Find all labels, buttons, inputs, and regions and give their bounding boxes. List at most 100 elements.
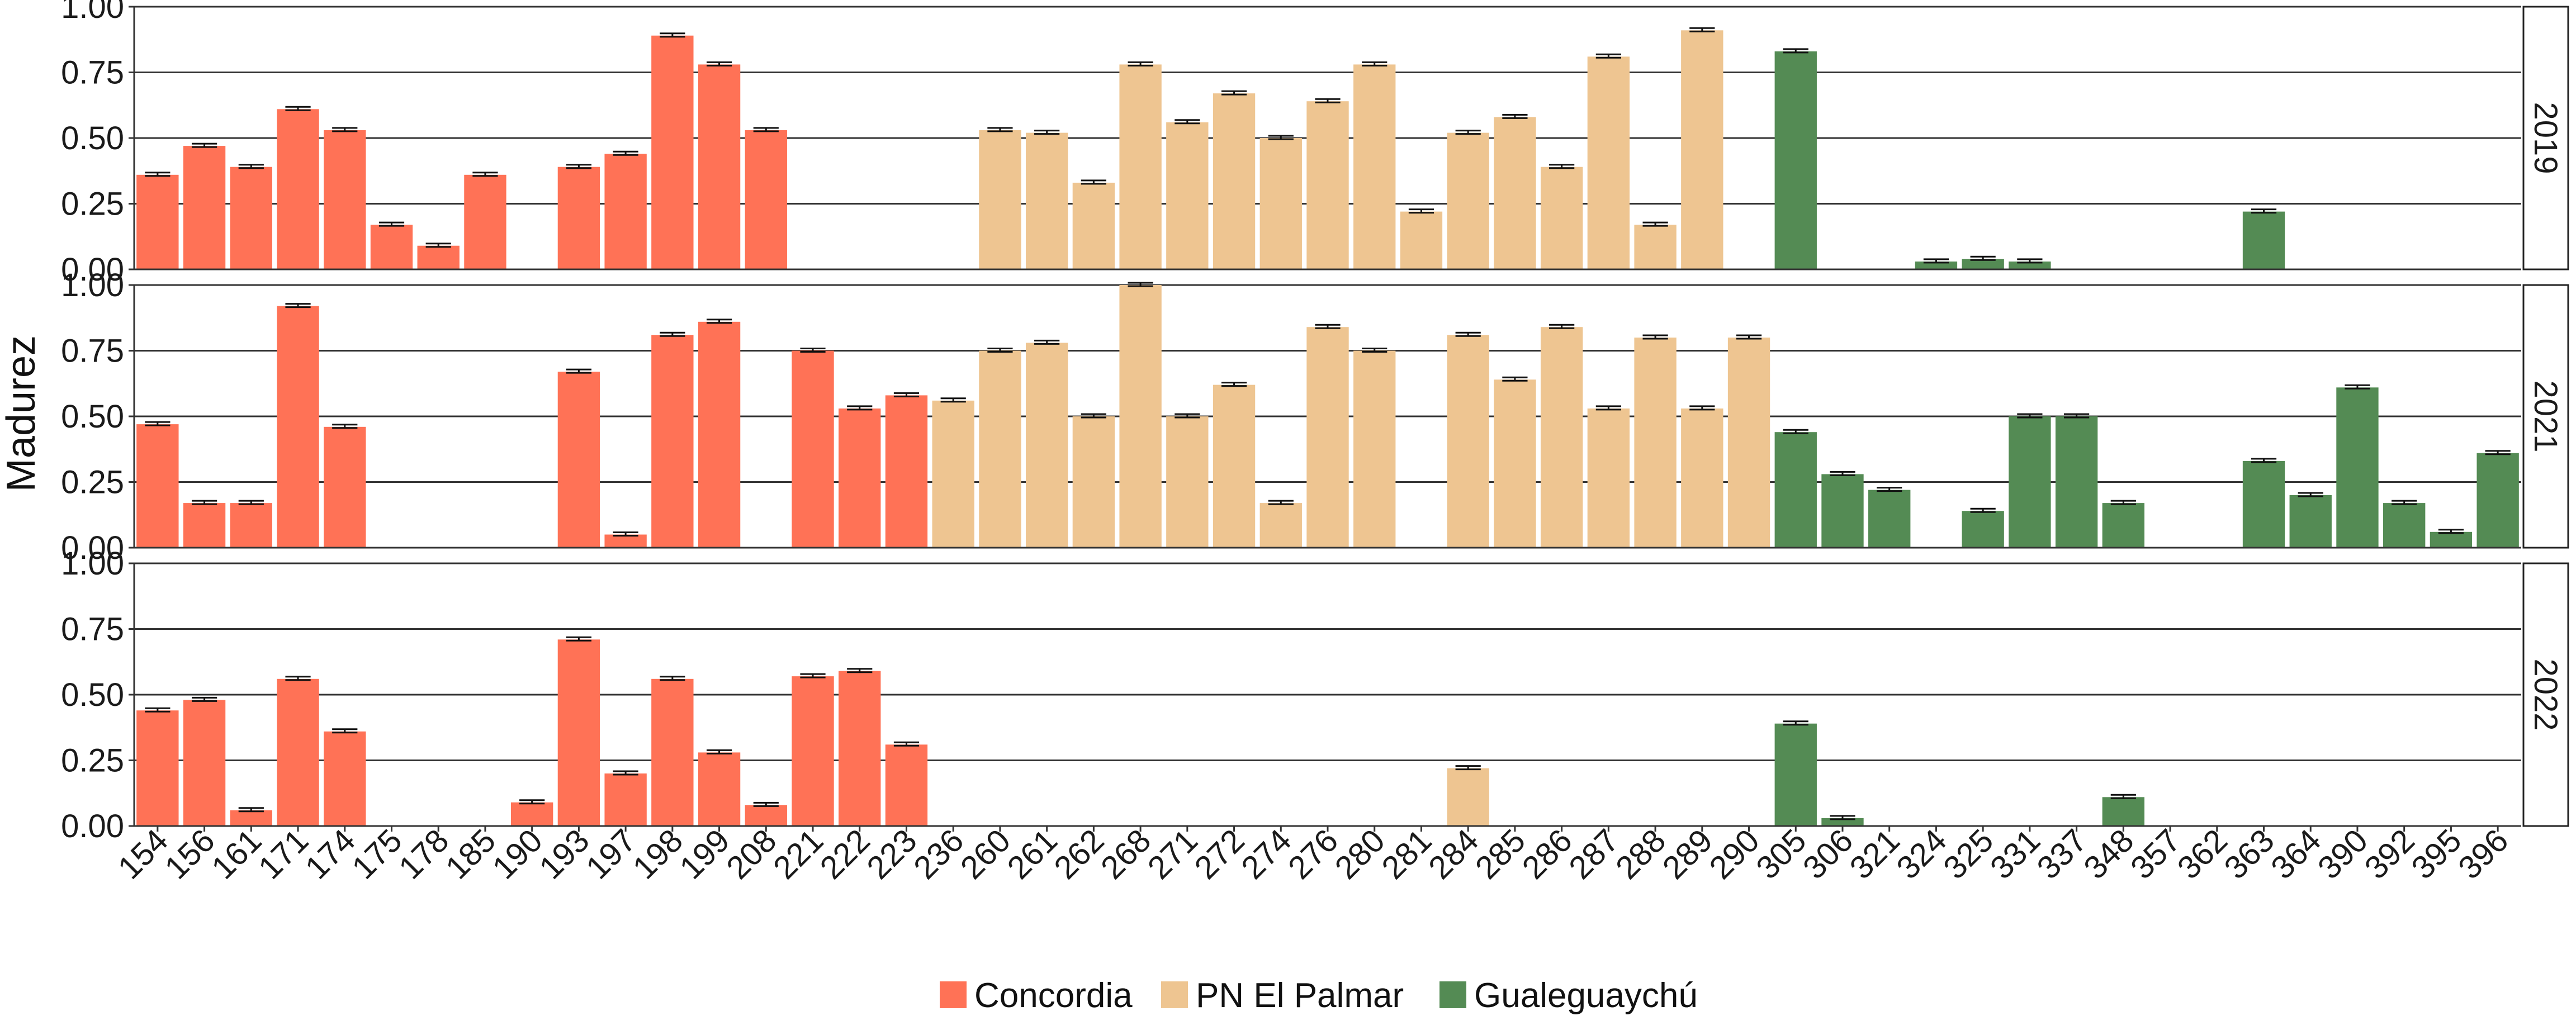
error-bar [847, 668, 873, 673]
bar-2021-284 [1447, 335, 1489, 548]
y-tick-label: 0.75 [61, 55, 124, 91]
bar-2019-208 [745, 130, 787, 269]
bar-2019-174 [324, 130, 366, 269]
bar-2021-262 [1072, 416, 1115, 548]
bar-2021-174 [324, 426, 366, 548]
bar-2021-274 [1259, 503, 1302, 548]
error-bar [1830, 815, 1855, 820]
bar-2019-199 [698, 64, 741, 270]
legend-label: Concordia [974, 976, 1133, 1015]
error-bar [940, 397, 966, 403]
bar-2021-276 [1306, 327, 1349, 548]
bar-2021-396 [2476, 453, 2519, 548]
bar-2019-156 [183, 146, 226, 269]
facet-panel-2019: 0.00 0.25 0.50 0.75 1.00 2019 [61, 0, 2569, 288]
bar-2022-198 [651, 678, 694, 826]
bar-2022-306 [1821, 818, 1864, 826]
error-bar [238, 164, 264, 169]
y-tick-label: 0.25 [61, 743, 124, 779]
bar-2021-325 [1962, 511, 2004, 548]
error-bar [847, 405, 873, 411]
error-bar [566, 164, 591, 169]
bar-2021-285 [1494, 379, 1536, 548]
error-bar [660, 331, 685, 337]
error-bar [1128, 61, 1153, 67]
y-tick-label: 0.25 [61, 464, 124, 501]
error-bar [706, 319, 732, 324]
error-bar [1595, 53, 1621, 59]
error-bar [191, 696, 217, 702]
error-bar [1315, 98, 1341, 103]
error-bar [2485, 450, 2511, 455]
error-bar [2064, 413, 2090, 419]
bar-2019-198 [651, 35, 694, 269]
bar-2021-161 [230, 503, 272, 548]
error-bar [1268, 500, 1294, 505]
y-tick-label: 0.75 [61, 611, 124, 648]
bar-2021-306 [1821, 474, 1864, 548]
error-bar [1221, 382, 1247, 387]
bar-2022-305 [1774, 723, 1817, 826]
error-bar [1689, 405, 1715, 411]
facet-strip-2021 [2522, 284, 2569, 549]
bar-2022-223 [885, 744, 928, 826]
error-bar [893, 392, 920, 397]
legend-label: PN El Palmar [1196, 976, 1404, 1015]
bar-2021-286 [1540, 327, 1583, 548]
y-tick-label: 1.00 [61, 545, 124, 582]
error-bar [332, 127, 358, 132]
bar-2019-287 [1587, 56, 1630, 270]
bar-2021-198 [651, 335, 694, 548]
bar-2019-171 [277, 109, 319, 270]
bar-2021-260 [979, 350, 1021, 548]
error-bar [1268, 135, 1294, 140]
bar-2019-288 [1634, 225, 1677, 269]
error-bar [1923, 258, 1949, 264]
y-tick-label: 0.00 [61, 251, 124, 288]
bar-2022-174 [324, 731, 366, 826]
y-tick-label: 0.00 [61, 530, 124, 566]
error-bar [2017, 413, 2043, 419]
error-bar [1034, 130, 1060, 135]
bar-2019-262 [1072, 182, 1115, 269]
error-bar [1783, 720, 1808, 726]
bar-2019-276 [1306, 101, 1349, 269]
error-bar [1783, 429, 1808, 434]
bar-2019-280 [1353, 64, 1396, 270]
y-tick-label: 0.50 [61, 120, 124, 156]
bar-2021-156 [183, 503, 226, 548]
facet-panels: 0.00 0.25 0.50 0.75 1.00 2019 0.00 0.25 0.50 0.75… [61, 0, 2569, 844]
bar-2019-154 [136, 174, 179, 269]
bar-2022-348 [2102, 797, 2145, 826]
error-bar [1362, 348, 1388, 353]
error-bar [1221, 90, 1247, 96]
error-bar [1315, 324, 1341, 329]
error-bar [566, 636, 591, 642]
error-bar [1455, 130, 1481, 135]
error-bar [2251, 208, 2277, 214]
bar-2021-321 [1868, 490, 1911, 548]
error-bar [800, 673, 826, 678]
error-bar [987, 127, 1013, 132]
error-bar [425, 243, 451, 248]
bar-2019-325 [1962, 259, 2004, 269]
error-bar [2251, 458, 2277, 463]
bar-2021-288 [1634, 338, 1677, 548]
x-tick-label: 396 [2451, 822, 2515, 886]
bar-2022-199 [698, 752, 741, 826]
error-bar [145, 172, 171, 177]
error-bar [191, 143, 217, 148]
bar-2019-193 [557, 167, 600, 269]
legend-item: Gualeguaychú [1439, 976, 1698, 1015]
bar-2021-395 [2430, 531, 2473, 548]
error-bar [1128, 282, 1153, 287]
error-bar [753, 801, 779, 807]
error-bar [1595, 405, 1621, 411]
bar-2022-161 [230, 810, 272, 826]
bar-2021-193 [557, 372, 600, 548]
legend-swatch [940, 981, 967, 1008]
error-bar [145, 707, 171, 713]
error-bar [613, 770, 638, 776]
bar-2022-190 [510, 802, 553, 826]
